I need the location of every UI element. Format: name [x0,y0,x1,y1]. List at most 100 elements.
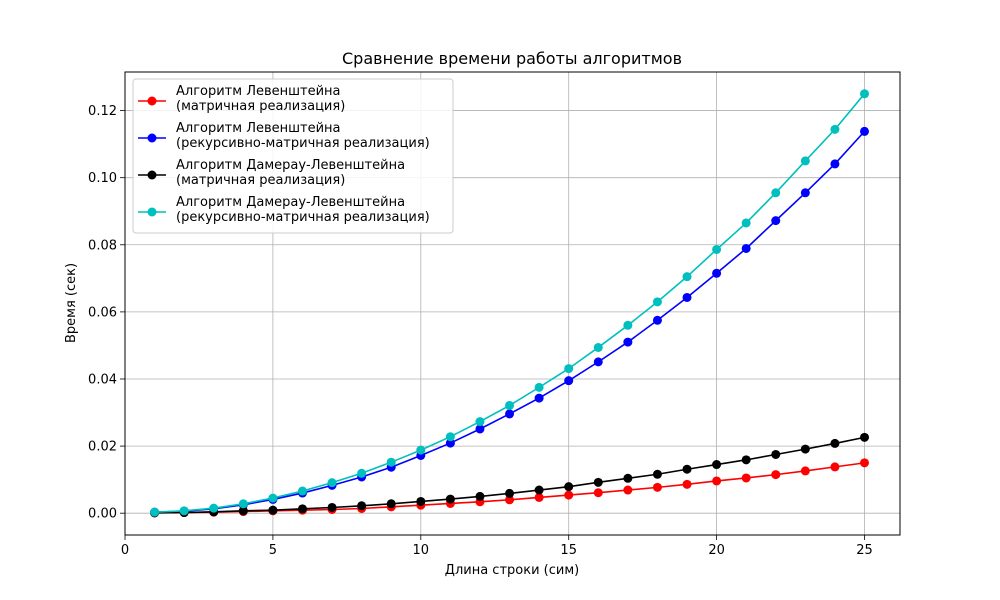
y-tick-label: 0.00 [88,507,117,522]
data-point [712,268,722,278]
data-point [593,342,603,352]
data-point [268,493,278,503]
y-tick-label: 0.06 [88,305,117,320]
y-tick-label: 0.04 [88,372,117,387]
data-point [209,503,219,513]
data-point [741,218,751,228]
legend-label: Алгоритм Левенштейна [176,121,341,136]
data-point [682,292,692,302]
data-point [623,337,633,347]
legend-label: (рекурсивно-матричная реализация) [176,210,430,225]
data-point [652,297,662,307]
data-point [327,478,337,488]
series-layer [150,89,870,518]
x-tick-label: 0 [121,543,129,558]
data-point [652,315,662,325]
data-point [297,486,307,496]
data-point [771,449,781,459]
x-axis-label: Длина строки (сим) [445,563,579,578]
chart-title: Сравнение времени работы алгоритмов [342,49,682,68]
data-point [505,495,515,505]
legend-label: Алгоритм Дамерау-Левенштейна [176,158,405,173]
data-point [800,466,810,476]
data-point [860,89,870,99]
data-point [623,485,633,495]
data-point [238,499,248,509]
data-point [505,409,515,419]
data-point [357,501,367,511]
legend-entry-2: Алгоритм Левенштейна(рекурсивно-матрична… [138,121,430,151]
ticks: 0 5 10 15 20 25 0.00 0.02 0.04 0.06 0.08 0.10 0.12 [88,104,873,558]
data-point [179,506,189,516]
data-point [238,506,248,516]
data-point [445,432,455,442]
data-point [505,400,515,410]
data-point [623,473,633,483]
y-tick-label: 0.10 [88,171,117,186]
legend-label: (рекурсивно-матричная реализация) [176,136,430,151]
data-point [860,126,870,136]
data-point [445,494,455,504]
data-point [771,470,781,480]
x-tick-label: 10 [413,543,430,558]
data-point [682,479,692,489]
legend: Алгоритм Левенштейна(матричная реализаци… [132,78,454,234]
data-point [445,438,455,448]
data-point [416,445,426,455]
y-tick-label: 0.12 [88,104,117,119]
legend-marker [147,133,157,143]
legend-marker [147,96,157,106]
data-point [860,458,870,468]
data-point [771,188,781,198]
y-tick-label: 0.02 [88,440,117,455]
data-point [475,491,485,501]
data-point [386,457,396,467]
data-point [327,502,337,512]
data-point [623,320,633,330]
legend-entry-1: Алгоритм Левенштейна(матричная реализаци… [138,84,345,114]
data-point [771,216,781,226]
data-point [268,505,278,515]
data-point [386,499,396,509]
x-tick-label: 20 [708,543,725,558]
data-point [712,244,722,254]
data-point [297,504,307,514]
data-point [357,468,367,478]
legend-label: Алгоритм Дамерау-Левенштейна [176,195,405,210]
legend-entry-4: Алгоритм Дамерау-Левенштейна(рекурсивно-… [138,195,430,225]
legend-box [132,78,454,234]
data-point [800,444,810,454]
data-point [593,357,603,367]
data-point [712,460,722,470]
data-point [682,464,692,474]
x-tick-label: 5 [269,543,277,558]
data-point [741,473,751,483]
data-point [505,488,515,498]
data-point [534,393,544,403]
series-4 [150,89,870,517]
data-point [652,482,662,492]
data-point [682,272,692,282]
data-point [416,496,426,506]
data-point [652,469,662,479]
x-tick-label: 25 [856,543,873,558]
data-point [741,455,751,465]
data-point [150,507,160,517]
data-point [741,243,751,253]
data-point [593,488,603,498]
data-point [534,485,544,495]
legend-label: Алгоритм Левенштейна [176,84,341,99]
legend-label: (матричная реализация) [176,99,345,114]
y-tick-label: 0.08 [88,238,117,253]
legend-marker [147,170,157,180]
data-point [800,188,810,198]
data-point [593,477,603,487]
data-point [475,424,485,434]
data-point [564,482,574,492]
legend-marker [147,207,157,217]
legend-label: (матричная реализация) [176,173,345,188]
data-point [475,417,485,427]
x-tick-label: 15 [560,543,577,558]
legend-entry-3: Алгоритм Дамерау-Левенштейна(матричная р… [138,158,405,188]
